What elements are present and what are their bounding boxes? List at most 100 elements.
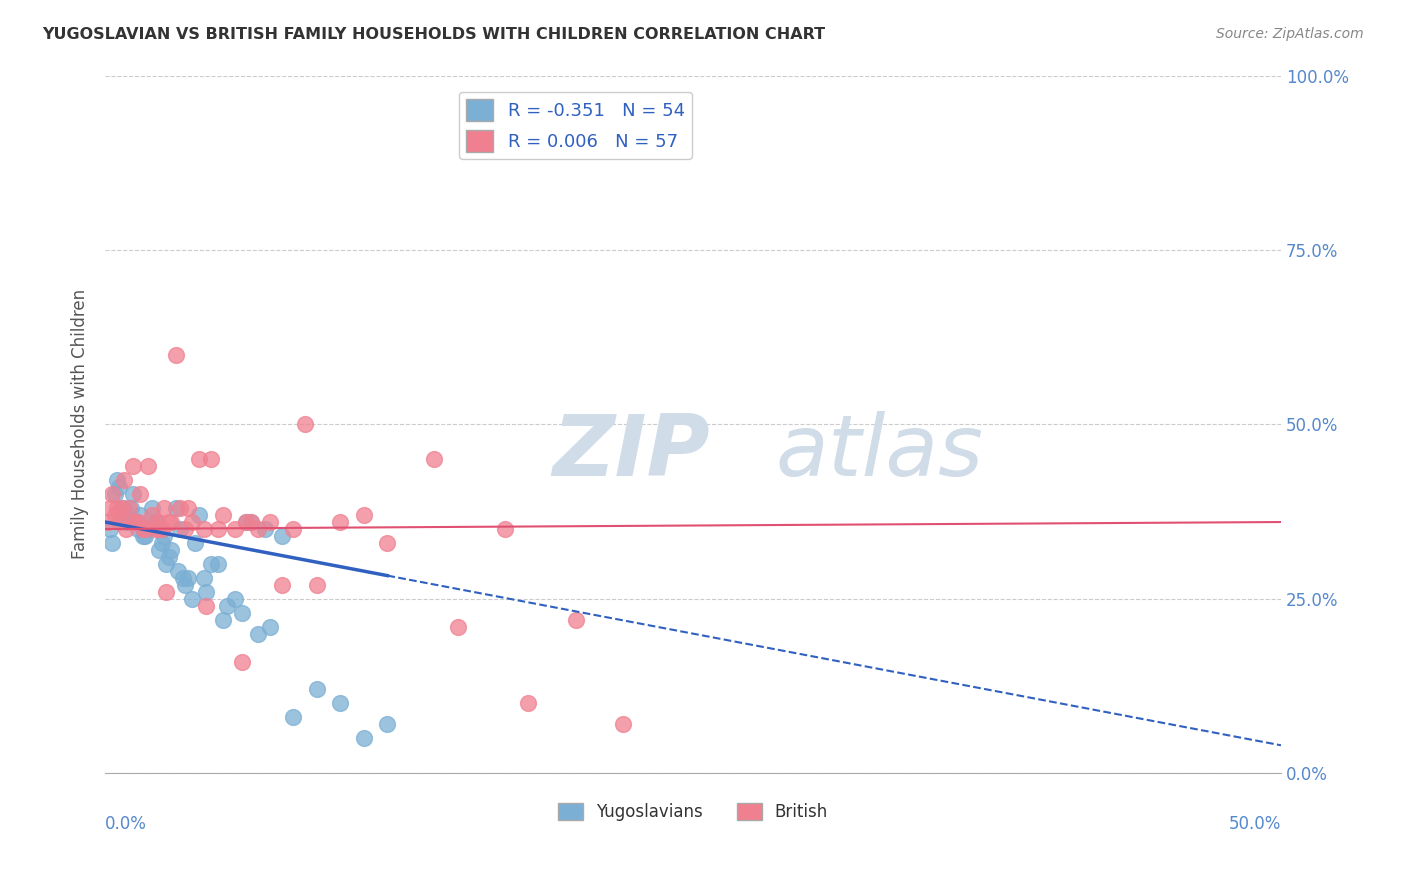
Text: ZIP: ZIP <box>553 410 710 494</box>
Point <box>97 515 120 529</box>
Point <box>125 515 148 529</box>
Point <box>141 501 163 516</box>
Point <box>172 571 194 585</box>
Point <box>160 515 183 529</box>
Point <box>174 578 197 592</box>
Point <box>231 655 253 669</box>
Point <box>160 543 183 558</box>
Point <box>104 508 127 522</box>
Point <box>195 599 218 613</box>
Point <box>231 606 253 620</box>
Point <box>353 731 375 746</box>
Point <box>120 515 142 529</box>
Point <box>193 571 215 585</box>
Text: atlas: atlas <box>775 410 983 494</box>
Point <box>195 584 218 599</box>
Point <box>136 459 159 474</box>
Point <box>240 515 263 529</box>
Point <box>423 452 446 467</box>
Point <box>150 522 173 536</box>
Point <box>98 522 121 536</box>
Point <box>183 536 205 550</box>
Point <box>564 613 586 627</box>
Point <box>174 522 197 536</box>
Point <box>224 522 246 536</box>
Point <box>283 710 305 724</box>
Point <box>235 515 257 529</box>
Point <box>240 515 263 529</box>
Point <box>146 515 169 529</box>
Point <box>148 522 170 536</box>
Point <box>181 515 204 529</box>
Point <box>118 501 141 516</box>
Point <box>98 501 121 516</box>
Point <box>207 557 229 571</box>
Point <box>377 536 399 550</box>
Point <box>200 452 222 467</box>
Point <box>211 508 233 522</box>
Point <box>129 487 152 501</box>
Point <box>283 522 305 536</box>
Point <box>305 578 328 592</box>
Text: YUGOSLAVIAN VS BRITISH FAMILY HOUSEHOLDS WITH CHILDREN CORRELATION CHART: YUGOSLAVIAN VS BRITISH FAMILY HOUSEHOLDS… <box>42 27 825 42</box>
Point <box>129 508 152 522</box>
Point <box>247 522 270 536</box>
Point <box>101 487 124 501</box>
Point <box>270 578 292 592</box>
Point <box>136 522 159 536</box>
Point <box>494 522 516 536</box>
Point <box>224 591 246 606</box>
Point <box>235 515 257 529</box>
Point <box>188 508 211 522</box>
Point <box>148 543 170 558</box>
Point <box>188 452 211 467</box>
Point <box>108 480 131 494</box>
Point <box>259 620 281 634</box>
Point <box>153 529 176 543</box>
Point <box>200 557 222 571</box>
Point <box>176 571 198 585</box>
Point <box>101 536 124 550</box>
Point <box>181 591 204 606</box>
Point <box>146 515 169 529</box>
Point <box>169 522 191 536</box>
Point <box>104 487 127 501</box>
Point <box>120 501 142 516</box>
Point <box>125 515 148 529</box>
Point <box>153 501 176 516</box>
Point <box>259 515 281 529</box>
Text: Source: ZipAtlas.com: Source: ZipAtlas.com <box>1216 27 1364 41</box>
Point <box>169 501 191 516</box>
Point <box>143 515 166 529</box>
Point <box>165 501 187 516</box>
Point <box>612 717 634 731</box>
Point <box>127 522 149 536</box>
Point <box>105 501 128 516</box>
Point <box>122 459 145 474</box>
Point <box>111 508 134 522</box>
Point <box>111 501 134 516</box>
Point <box>247 626 270 640</box>
Point <box>127 515 149 529</box>
Point <box>155 584 177 599</box>
Point <box>305 682 328 697</box>
Point <box>115 522 138 536</box>
Point <box>143 522 166 536</box>
Point <box>112 473 135 487</box>
Point <box>134 522 156 536</box>
Point <box>132 529 155 543</box>
Point <box>254 522 277 536</box>
Point <box>207 522 229 536</box>
Point <box>105 473 128 487</box>
Point <box>118 515 141 529</box>
Point <box>108 515 131 529</box>
Text: 0.0%: 0.0% <box>105 815 148 833</box>
Point <box>157 549 180 564</box>
Point <box>211 613 233 627</box>
Point <box>165 348 187 362</box>
Point <box>217 599 239 613</box>
Y-axis label: Family Households with Children: Family Households with Children <box>72 289 89 559</box>
Point <box>134 529 156 543</box>
Point <box>329 515 352 529</box>
Point <box>122 487 145 501</box>
